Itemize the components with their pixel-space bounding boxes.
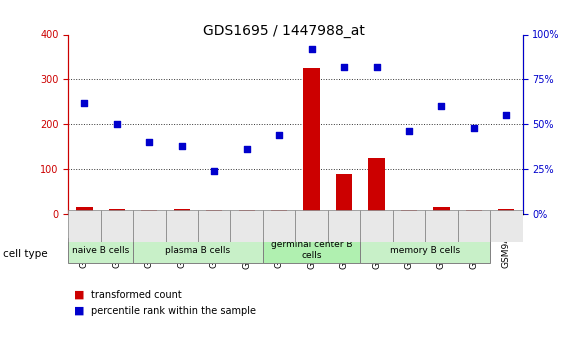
FancyBboxPatch shape <box>133 238 263 263</box>
Text: cell type: cell type <box>3 249 48 258</box>
Bar <box>336 174 352 214</box>
Text: ■: ■ <box>74 290 84 300</box>
Text: germinal center B
cells: germinal center B cells <box>271 240 352 260</box>
Point <box>340 64 349 70</box>
Bar <box>141 210 157 214</box>
Bar <box>369 158 385 214</box>
Bar <box>498 209 515 214</box>
Text: plasma B cells: plasma B cells <box>165 246 231 255</box>
Text: ■: ■ <box>74 306 84 315</box>
FancyBboxPatch shape <box>392 210 425 241</box>
FancyBboxPatch shape <box>328 210 360 241</box>
FancyBboxPatch shape <box>133 210 165 241</box>
Bar <box>433 207 449 214</box>
Point <box>437 104 446 109</box>
FancyBboxPatch shape <box>360 238 490 263</box>
Point <box>112 121 122 127</box>
Point <box>177 143 186 148</box>
Bar <box>401 210 417 214</box>
Bar <box>108 209 125 214</box>
FancyBboxPatch shape <box>425 210 458 241</box>
FancyBboxPatch shape <box>198 210 231 241</box>
FancyBboxPatch shape <box>360 210 392 241</box>
Bar <box>206 210 222 214</box>
Text: naive B cells: naive B cells <box>72 246 130 255</box>
Text: memory B cells: memory B cells <box>390 246 460 255</box>
FancyBboxPatch shape <box>490 210 523 241</box>
FancyBboxPatch shape <box>295 210 328 241</box>
Bar <box>271 210 287 214</box>
FancyBboxPatch shape <box>68 238 133 263</box>
Point <box>307 46 316 52</box>
FancyBboxPatch shape <box>263 210 295 241</box>
Point <box>404 129 414 134</box>
Text: transformed count: transformed count <box>91 290 182 300</box>
Bar <box>76 207 93 214</box>
Bar <box>303 68 320 214</box>
Point <box>242 147 251 152</box>
Point <box>502 112 511 118</box>
Bar <box>174 208 190 214</box>
Point <box>145 139 154 145</box>
Bar <box>239 210 255 214</box>
Point <box>80 100 89 106</box>
FancyBboxPatch shape <box>101 210 133 241</box>
Text: percentile rank within the sample: percentile rank within the sample <box>91 306 256 315</box>
FancyBboxPatch shape <box>458 210 490 241</box>
Point <box>274 132 283 138</box>
FancyBboxPatch shape <box>231 210 263 241</box>
FancyBboxPatch shape <box>68 210 101 241</box>
Point <box>469 125 478 130</box>
Text: GDS1695 / 1447988_at: GDS1695 / 1447988_at <box>203 24 365 38</box>
Point <box>372 64 381 70</box>
Bar <box>466 210 482 214</box>
FancyBboxPatch shape <box>165 210 198 241</box>
FancyBboxPatch shape <box>263 238 360 263</box>
Point <box>210 168 219 174</box>
